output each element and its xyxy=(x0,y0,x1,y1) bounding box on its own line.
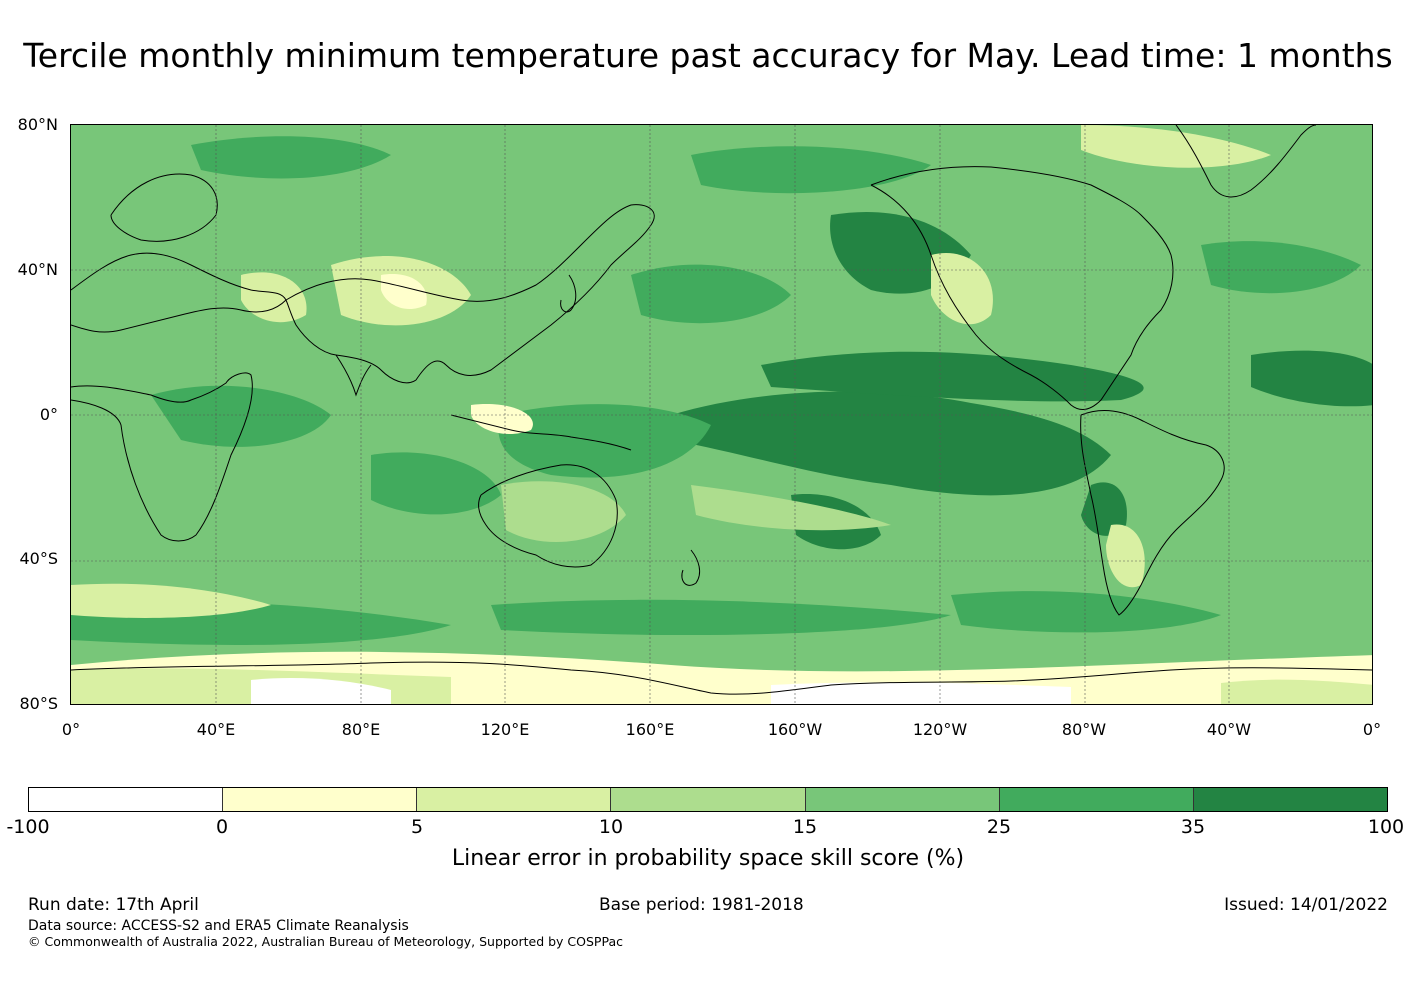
colorbar xyxy=(28,787,1388,812)
map-title: Tercile monthly minimum temperature past… xyxy=(23,36,1393,75)
colorbar-tick: 10 xyxy=(598,816,624,838)
lon-label-160e: 160°E xyxy=(625,720,675,739)
medium-skill-regions xyxy=(71,136,1361,645)
colorbar-tick: 35 xyxy=(1180,816,1206,838)
japan-coastline xyxy=(560,274,577,313)
colorbar-tick: 0 xyxy=(215,816,229,838)
north-america-coastline xyxy=(870,166,1174,411)
lat-label-equator: 0° xyxy=(39,405,58,424)
issued-date: Issued: 14/01/2022 xyxy=(1224,895,1388,915)
lon-label-120e: 120°E xyxy=(480,720,530,739)
australia-coastline xyxy=(478,464,618,568)
lat-label-40n: 40°N xyxy=(17,260,58,279)
base-period: Base period: 1981-2018 xyxy=(599,895,804,915)
lon-label-40e: 40°E xyxy=(196,720,236,739)
lon-label-80e: 80°E xyxy=(341,720,381,739)
colorbar-tick: -100 xyxy=(6,816,50,838)
data-source: Data source: ACCESS-S2 and ERA5 Climate … xyxy=(28,918,409,934)
africa-coastline xyxy=(71,372,253,542)
graticule xyxy=(71,125,1372,704)
lat-label-80n: 80°N xyxy=(17,115,58,134)
lon-label-120w: 120°W xyxy=(912,720,968,739)
new-zealand-coastline xyxy=(681,549,701,586)
colorbar-tick: 100 xyxy=(1367,816,1405,838)
colorbar-tick: 25 xyxy=(986,816,1012,838)
colorbar-segment xyxy=(223,788,418,811)
high-skill-regions xyxy=(671,211,1372,550)
indonesia-coastline xyxy=(450,414,632,451)
low-skill-regions xyxy=(71,125,1271,618)
colorbar-segment xyxy=(29,788,224,811)
lon-label-0-right: 0° xyxy=(1362,720,1382,739)
lon-label-40w: 40°W xyxy=(1206,720,1252,739)
run-date: Run date: 17th April xyxy=(28,895,199,915)
lat-label-40s: 40°S xyxy=(19,549,58,568)
south-america-coastline xyxy=(1080,410,1225,616)
copyright: © Commonwealth of Australia 2022, Austra… xyxy=(28,934,623,949)
colorbar-label: Linear error in probability space skill … xyxy=(451,846,965,871)
lon-label-160w: 160°W xyxy=(767,720,823,739)
lon-label-0-left: 0° xyxy=(61,720,81,739)
asia-coastline xyxy=(285,204,655,384)
map-canvas xyxy=(71,125,1372,704)
lat-label-80s: 80°S xyxy=(19,694,58,713)
india-coastline xyxy=(335,354,372,397)
colorbar-tick: 15 xyxy=(792,816,818,838)
colorbar-segment xyxy=(417,788,612,811)
greenland-coastline xyxy=(1175,125,1317,198)
lon-label-80w: 80°W xyxy=(1061,720,1107,739)
antarctic-band xyxy=(71,651,1372,704)
colorbar-segment xyxy=(611,788,806,811)
colorbar-segment xyxy=(1193,788,1387,811)
coastlines xyxy=(71,125,1372,695)
skill-score-map xyxy=(70,124,1373,705)
colorbar-segment xyxy=(805,788,1000,811)
antarctica-coastline xyxy=(71,661,1372,695)
colorbar-tick: 5 xyxy=(410,816,424,838)
colorbar-segment xyxy=(999,788,1194,811)
